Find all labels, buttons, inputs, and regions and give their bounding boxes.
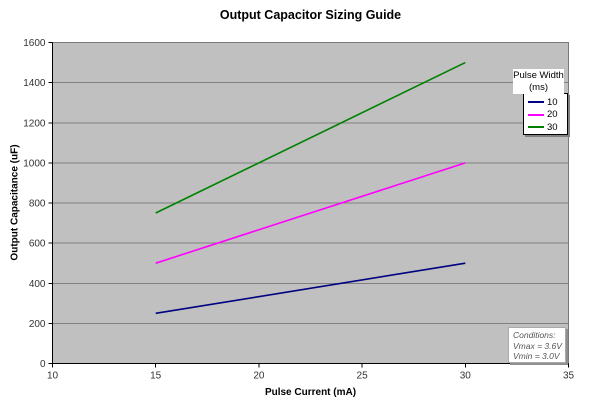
legend-item-20: 20 [528,109,567,122]
legend-swatch-30 [528,126,544,129]
x-tick-label: 30 [460,371,472,382]
legend-item-30: 30 [528,121,567,134]
series-line-20 [155,162,466,264]
x-tick-label: 15 [150,371,162,382]
y-tick-label: 600 [29,239,46,250]
legend-box: 10 20 30 [523,93,568,135]
conditions-heading: Conditions: [513,330,556,340]
legend-label-20: 20 [547,109,558,121]
legend-label-30: 30 [547,121,558,133]
legend-swatch-10 [528,101,544,104]
y-axis-title: Output Capacitance (uF) [2,42,28,363]
y-tick-label: 200 [29,319,46,330]
conditions-annotation: Conditions: Vmax = 3.6V Vmin = 3.0V [508,327,566,363]
y-tick-label: 400 [29,279,46,290]
legend-label-10: 10 [547,96,558,108]
y-tick-label: 1200 [23,118,46,129]
y-axis-title-text: Output Capacitance (uF) [9,144,21,261]
series-line-10 [155,262,466,315]
legend-item-10: 10 [528,96,567,109]
conditions-vmin: Vmin = 3.0V [513,351,560,361]
y-tick-label: 1600 [23,38,46,49]
y-tick-label: 800 [29,199,46,210]
legend-swatch-20 [528,113,544,116]
series-line-30 [155,61,466,214]
x-tick-label: 25 [357,371,369,382]
x-tick-label: 10 [47,371,59,382]
legend-title-line2: (ms) [529,81,548,93]
chart-title: Output Capacitor Sizing Guide [219,8,402,22]
y-tick-label: 1400 [23,78,46,89]
y-tick-label: 0 [40,359,46,370]
x-axis-title: Pulse Current (mA) [264,387,357,398]
conditions-vmax: Vmax = 3.6V [513,340,562,351]
legend-title: Pulse Width (ms) [513,69,564,94]
y-tick-label: 1000 [23,158,46,169]
x-tick-label: 35 [563,371,575,382]
x-tick-label: 20 [253,371,265,382]
legend-title-line1: Pulse Width [513,70,564,81]
